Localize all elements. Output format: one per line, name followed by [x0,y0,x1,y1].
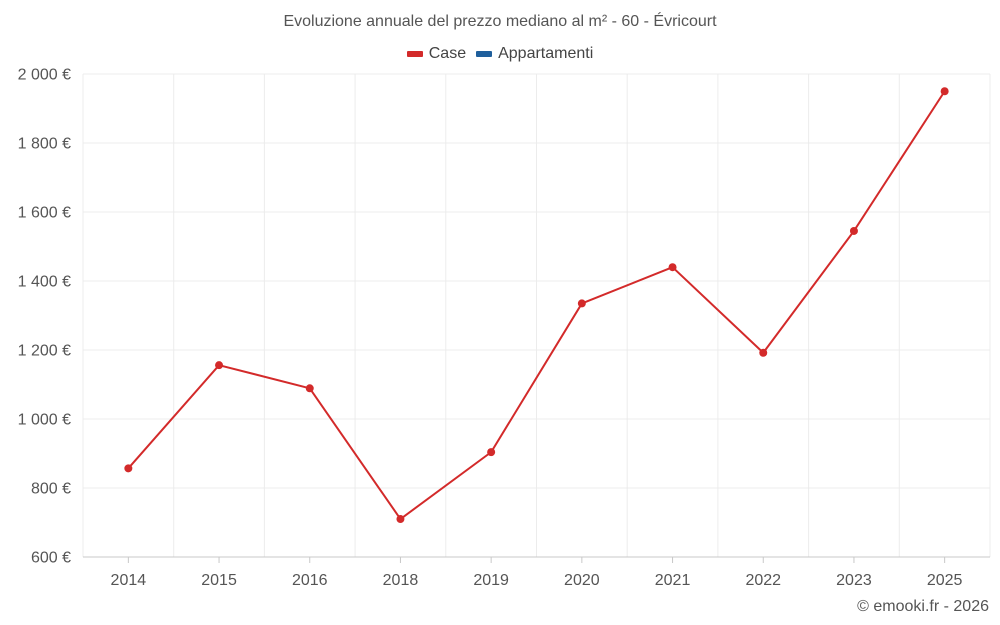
data-point [487,448,496,457]
x-tick-label: 2021 [655,572,691,589]
x-tick-label: 2023 [836,572,872,589]
data-point [124,464,133,473]
x-tick-label: 2014 [111,572,147,589]
data-point [940,87,949,96]
series-line-case [127,90,946,521]
y-tick-label: 1 400 € [18,274,71,291]
y-tick-label: 1 000 € [18,412,71,429]
legend-swatch-appartamenti [476,51,493,57]
legend-label-appartamenti: Appartamenti [498,45,594,62]
y-tick-label: 2 000 € [18,67,71,84]
data-point [215,361,224,370]
x-tick-label: 2020 [564,572,600,589]
chart-title: Evoluzione annuale del prezzo mediano al… [283,13,717,30]
x-tick-label: 2015 [201,572,237,589]
y-tick-label: 600 € [31,550,71,567]
y-tick-label: 1 200 € [18,343,71,360]
legend-item-case[interactable]: Case [406,45,467,63]
legend-label-case: Case [428,45,467,62]
x-tick-label: 2016 [292,572,328,589]
x-tick-label: 2019 [473,572,509,589]
data-point [305,384,314,393]
data-point [668,263,677,272]
series-layer [124,87,949,524]
x-tick-label: 2018 [383,572,419,589]
x-tick-label: 2022 [745,572,781,589]
legend-swatch-case [406,51,423,57]
y-tick-label: 1 800 € [18,136,71,153]
credit-text: © emooki.fr - 2026 [857,598,989,615]
data-point [849,226,858,235]
axis-layer: 600 € 800 € 1 000 € 1 200 € 1 400 € 1 600 € 1 … [18,67,990,589]
data-point [577,299,586,308]
y-tick-label: 1 600 € [18,205,71,222]
x-tick-label: 2025 [927,572,963,589]
grid-layer [82,73,991,558]
legend-item-appartamenti[interactable]: Appartamenti [476,45,593,63]
data-point [396,515,405,524]
chart-legend: Case Appartamenti [0,45,1000,63]
data-point [759,348,768,357]
y-tick-label: 800 € [31,481,71,498]
